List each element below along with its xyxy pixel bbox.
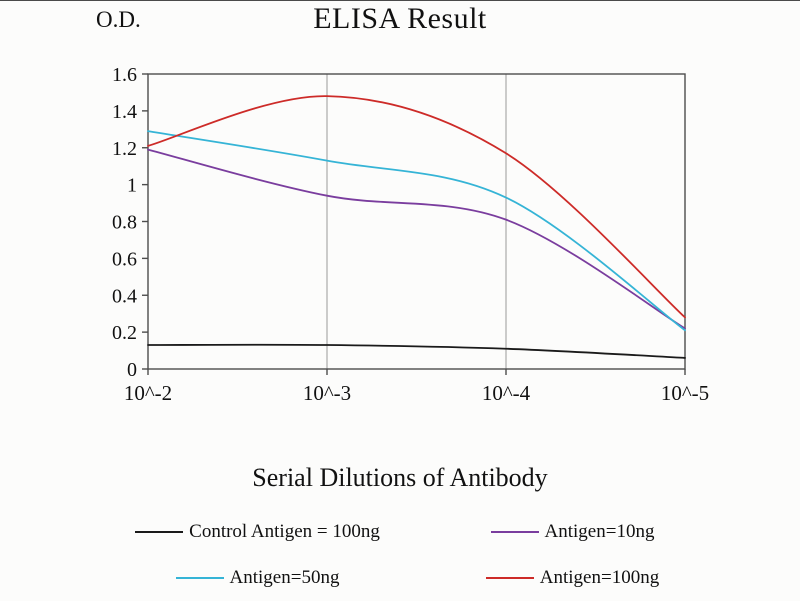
legend-label: Antigen=10ng bbox=[544, 521, 655, 542]
legend-label: Antigen=50ng bbox=[229, 567, 340, 588]
y-tick-label: 1.6 bbox=[112, 64, 137, 86]
series-line-control-antigen-100ng bbox=[147, 343, 686, 359]
plot-border bbox=[147, 73, 686, 370]
y-tick-label: 0.2 bbox=[112, 322, 137, 344]
legend-item: Antigen=10ng bbox=[415, 521, 730, 543]
series-line-antigen-10ng bbox=[147, 148, 686, 330]
legend-label: Antigen=100ng bbox=[539, 567, 660, 588]
x-tick-label: 10^-2 bbox=[124, 381, 172, 405]
plot-area: 0 0.2 0.4 0.6 0.8 1 1.2 1.4 1.6 10^-2 10^-3 10^-4 10… bbox=[112, 64, 709, 405]
x-tick-label: 10^-5 bbox=[661, 381, 709, 405]
series-line-antigen-50ng bbox=[147, 130, 686, 332]
legend-item: Antigen=100ng bbox=[415, 567, 730, 589]
y-tick-label: 1 bbox=[127, 175, 137, 197]
y-tick-label: 0 bbox=[127, 359, 137, 381]
y-tick-label: 1.2 bbox=[112, 138, 137, 160]
series-line-antigen-100ng bbox=[147, 95, 686, 319]
legend-swatch bbox=[175, 577, 224, 579]
legend-item: Antigen=50ng bbox=[100, 567, 415, 589]
y-axis-title: O.D. bbox=[96, 7, 141, 32]
chart-title: ELISA Result bbox=[313, 2, 487, 35]
legend-item: Control Antigen = 100ng bbox=[100, 521, 415, 543]
legend-label: Control Antigen = 100ng bbox=[189, 521, 380, 542]
y-tick-label: 0.8 bbox=[112, 212, 137, 234]
legend-swatch bbox=[490, 531, 539, 533]
legend-swatch bbox=[485, 577, 534, 579]
legend: Control Antigen = 100ng Antigen=10ng Antig… bbox=[100, 521, 730, 589]
x-tick-label: 10^-4 bbox=[482, 381, 531, 405]
y-tick-label: 0.4 bbox=[112, 285, 137, 307]
y-tick-label: 1.4 bbox=[112, 101, 137, 123]
x-tick-label: 10^-3 bbox=[303, 381, 351, 405]
y-tick-label: 0.6 bbox=[112, 248, 137, 270]
x-axis-title: Serial Dilutions of Antibody bbox=[252, 463, 548, 492]
legend-swatch bbox=[135, 531, 184, 533]
